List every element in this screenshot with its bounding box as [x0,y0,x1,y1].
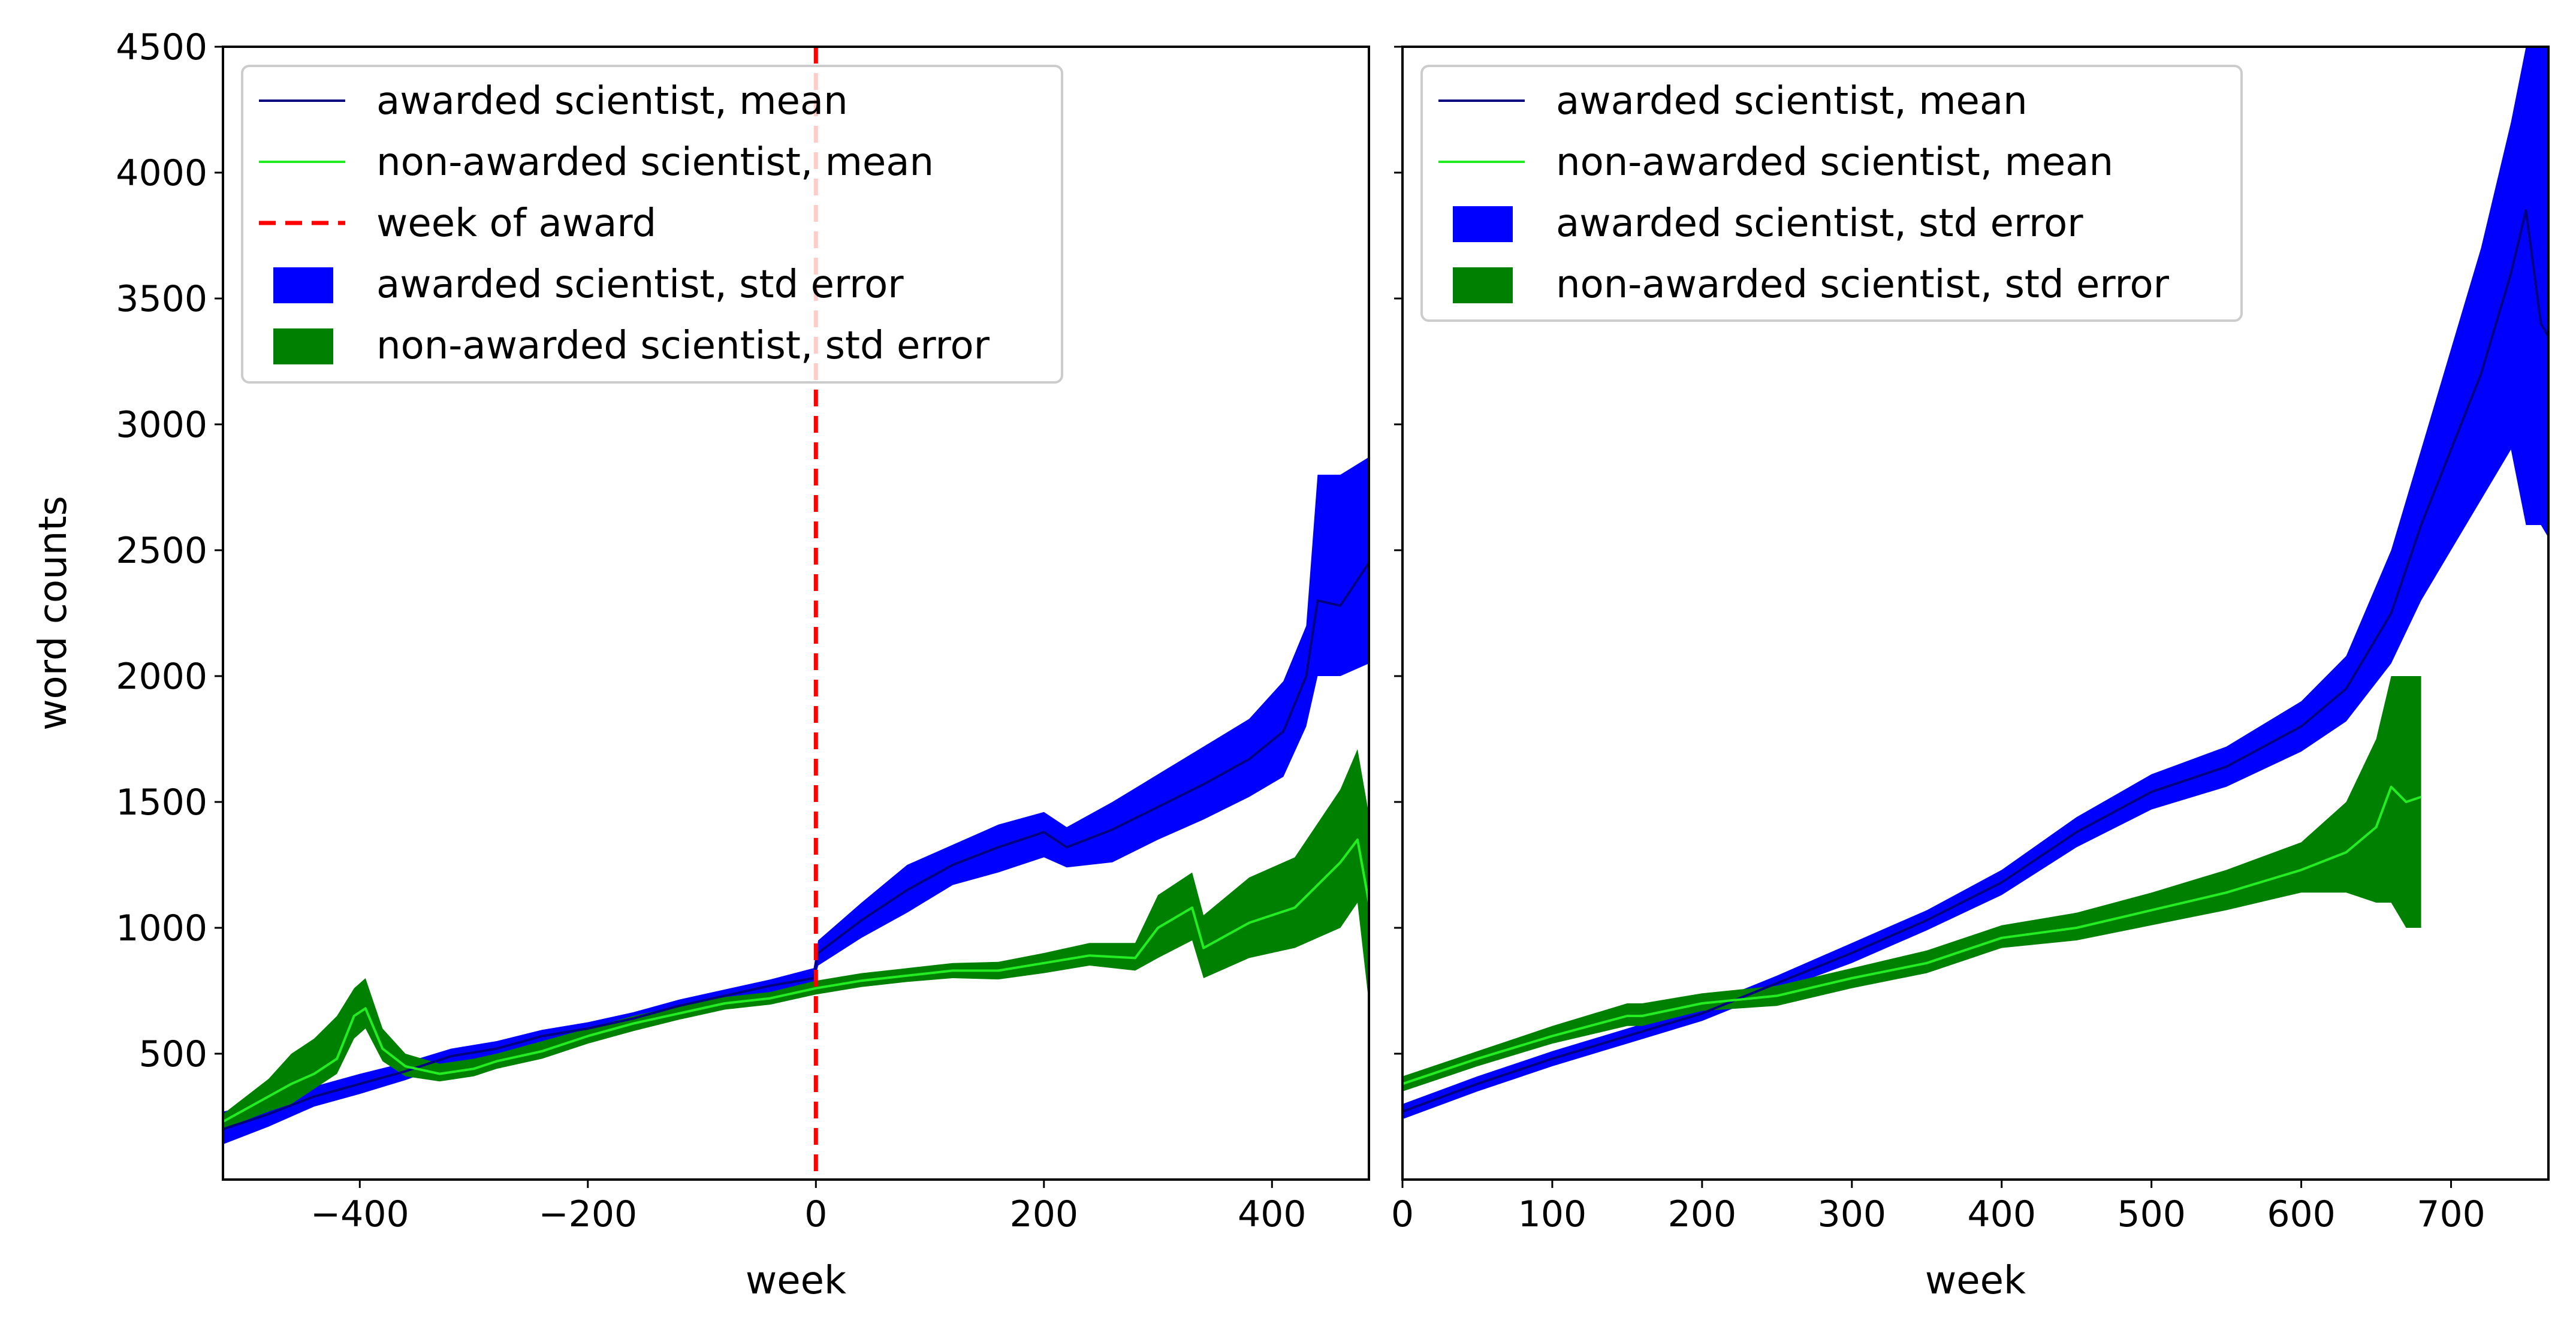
left-axes-frame [222,46,1370,1181]
left-ytick-label: 3500 [116,278,207,320]
left-legend-handle-nonawarded-se [273,328,333,364]
left-xtick-label: 400 [1238,1193,1307,1235]
right-legend-label-nonawarded-mean: non-awarded scientist, mean [1556,140,2113,185]
left-legend-label-award-line: week of award [376,201,656,246]
right-legend-box [1420,65,2243,322]
left-legend-label-nonawarded-se: non-awarded scientist, std error [376,324,990,368]
left-xtick-label: 0 [804,1193,827,1235]
right-panel: 0 100 200 300 400 500 600 700 week awarded scie… [1391,46,2550,1303]
left-ytick-label: 500 [138,1033,207,1075]
left-line-nonawarded-mean [223,839,1369,1123]
right-xtick-label: 500 [2117,1193,2186,1235]
left-legend-box [241,65,1063,384]
right-xtick-label: 400 [1967,1193,2036,1235]
right-plot-area [1402,47,2548,1120]
right-legend-handle-awarded-se [1453,206,1513,242]
left-legend-label-awarded-mean: awarded scientist, mean [376,79,848,123]
right-band-awarded-se [1402,47,2548,1120]
left-xtick-label: −400 [310,1193,409,1235]
right-legend-handle-nonawarded-se [1453,267,1513,303]
right-axes-frame [1401,46,2550,1181]
right-legend: awarded scientist, mean non-awarded scie… [1420,65,2243,322]
right-legend-label-nonawarded-se: non-awarded scientist, std error [1556,263,2170,307]
left-line-awarded-mean [223,562,1369,1130]
right-ticks: 0 100 200 300 400 500 600 700 [1391,46,2485,1235]
left-ytick-label: 2500 [116,530,207,572]
left-ytick-label: 4000 [116,152,207,194]
left-ytick-label: 4500 [116,26,207,68]
left-legend-label-awarded-se: awarded scientist, std error [376,263,904,307]
right-xtick-label: 700 [2417,1193,2485,1235]
left-band-awarded-se [223,457,1369,1145]
right-xtick-label: 600 [2267,1193,2336,1235]
left-ytick-label: 1000 [116,907,207,949]
left-band-nonawarded-se [223,749,1369,1129]
left-x-axis-label: week [746,1259,846,1303]
left-ytick-label: 1500 [116,782,207,824]
right-xtick-label: 0 [1391,1193,1414,1235]
right-xtick-label: 100 [1518,1193,1587,1235]
left-y-axis-label: word counts [31,496,76,731]
right-line-awarded-mean [1402,209,2548,1113]
left-xtick-label: 200 [1010,1193,1079,1235]
left-ytick-label: 2000 [116,656,207,698]
left-xtick-label: −200 [538,1193,637,1235]
right-legend-label-awarded-mean: awarded scientist, mean [1556,79,2028,123]
right-xtick-label: 300 [1818,1193,1887,1235]
right-line-nonawarded-mean [1402,785,2422,1085]
left-ytick-label: 3000 [116,404,207,446]
left-legend: awarded scientist, mean non-awarded scie… [241,65,1063,384]
left-panel: −400 −200 0 200 400 500 1000 1500 2000 2500 3000 35… [31,26,1370,1303]
right-x-axis-label: week [1925,1259,2026,1303]
left-legend-label-nonawarded-mean: non-awarded scientist, mean [376,140,934,185]
right-xtick-label: 200 [1668,1193,1737,1235]
right-legend-label-awarded-se: awarded scientist, std error [1556,201,2083,246]
left-ticks: −400 −200 0 200 400 500 1000 1500 2000 2500 3000 35… [116,26,1306,1235]
left-legend-handle-awarded-se [273,267,333,303]
